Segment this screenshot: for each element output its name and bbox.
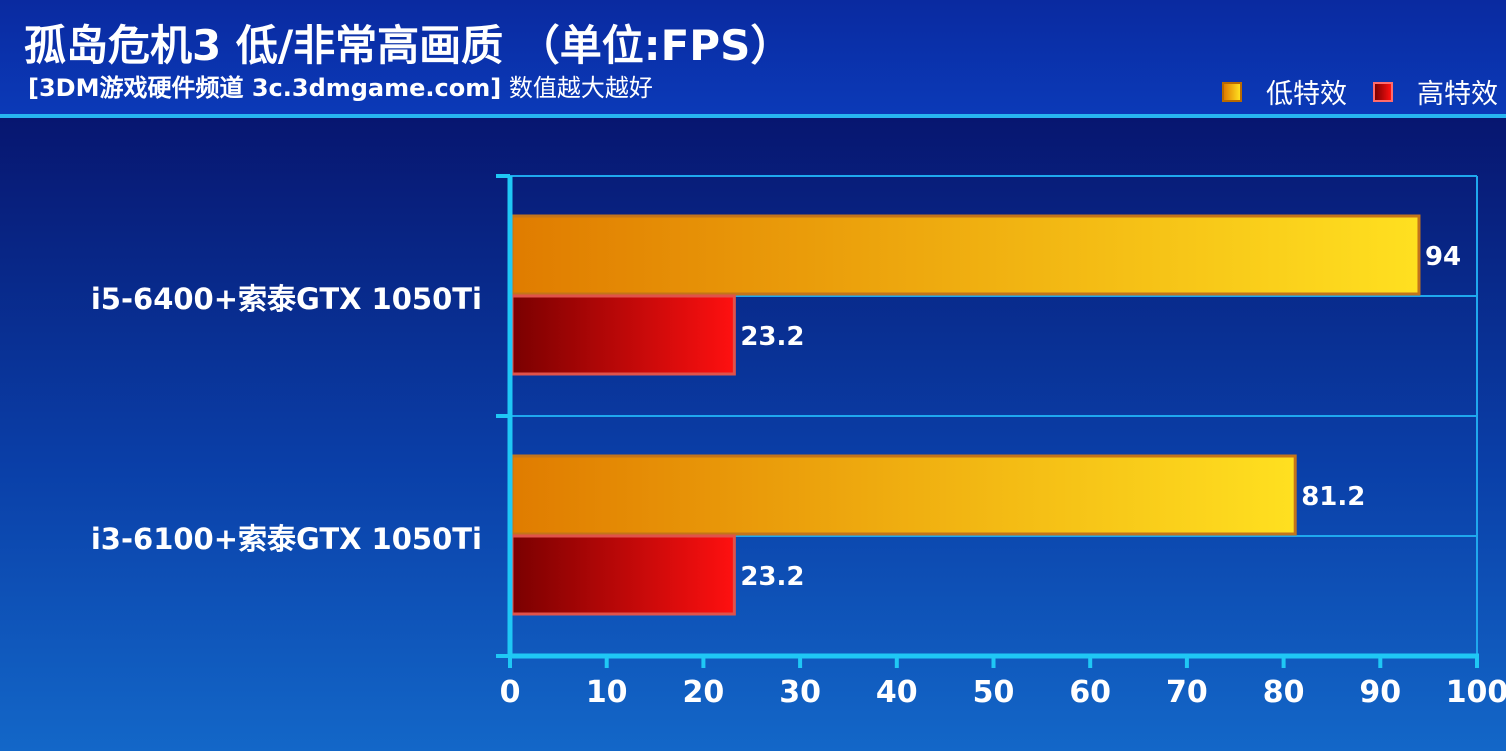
x-tick-label-10: 100 — [1446, 675, 1506, 710]
legend-label-low: 低特效 — [1266, 79, 1347, 110]
x-tick-label-5: 50 — [973, 675, 1015, 710]
chart-header — [0, 0, 1506, 116]
x-tick-label-2: 20 — [683, 675, 725, 710]
bar-low-1 — [510, 454, 1297, 536]
data-label-low-1: 81.2 — [1301, 482, 1365, 512]
x-tick-label-8: 80 — [1263, 675, 1305, 710]
category-label-0: i5-6400+索泰GTX 1050Ti — [90, 282, 482, 316]
legend-swatch-low — [1222, 81, 1242, 102]
x-tick-label-4: 40 — [876, 675, 918, 710]
bar-high-0 — [510, 294, 736, 376]
bar-low-0 — [510, 214, 1421, 296]
legend-swatch-high — [1373, 81, 1393, 102]
x-tick-label-9: 90 — [1359, 675, 1401, 710]
category-label-1: i3-6100+索泰GTX 1050Ti — [90, 522, 482, 556]
chart-subtitle: [3DM游戏硬件频道 3c.3dmgame.com] 数值越大越好 — [28, 68, 653, 103]
data-label-high-0: 23.2 — [740, 322, 804, 352]
chart-title: 孤岛危机3 低/非常高画质 （单位:FPS） — [24, 21, 793, 70]
data-label-high-1: 23.2 — [740, 562, 804, 592]
x-tick-label-3: 30 — [779, 675, 821, 710]
x-tick-label-6: 60 — [1069, 675, 1111, 710]
chart-legend: 低特效 高特效 — [1196, 72, 1498, 111]
x-tick-label-1: 10 — [586, 675, 628, 710]
legend-item-low: 低特效 — [1222, 72, 1347, 111]
bar-high-1 — [510, 534, 736, 616]
x-tick-label-0: 0 — [500, 675, 521, 710]
subtitle-source: [3DM游戏硬件频道 3c.3dmgame.com] — [28, 74, 502, 102]
header-divider — [0, 114, 1506, 118]
subtitle-note: 数值越大越好 — [501, 74, 653, 102]
legend-item-high: 高特效 — [1373, 72, 1498, 111]
x-tick-label-7: 70 — [1166, 675, 1208, 710]
data-label-low-0: 94 — [1425, 242, 1461, 272]
legend-label-high: 高特效 — [1417, 79, 1498, 110]
